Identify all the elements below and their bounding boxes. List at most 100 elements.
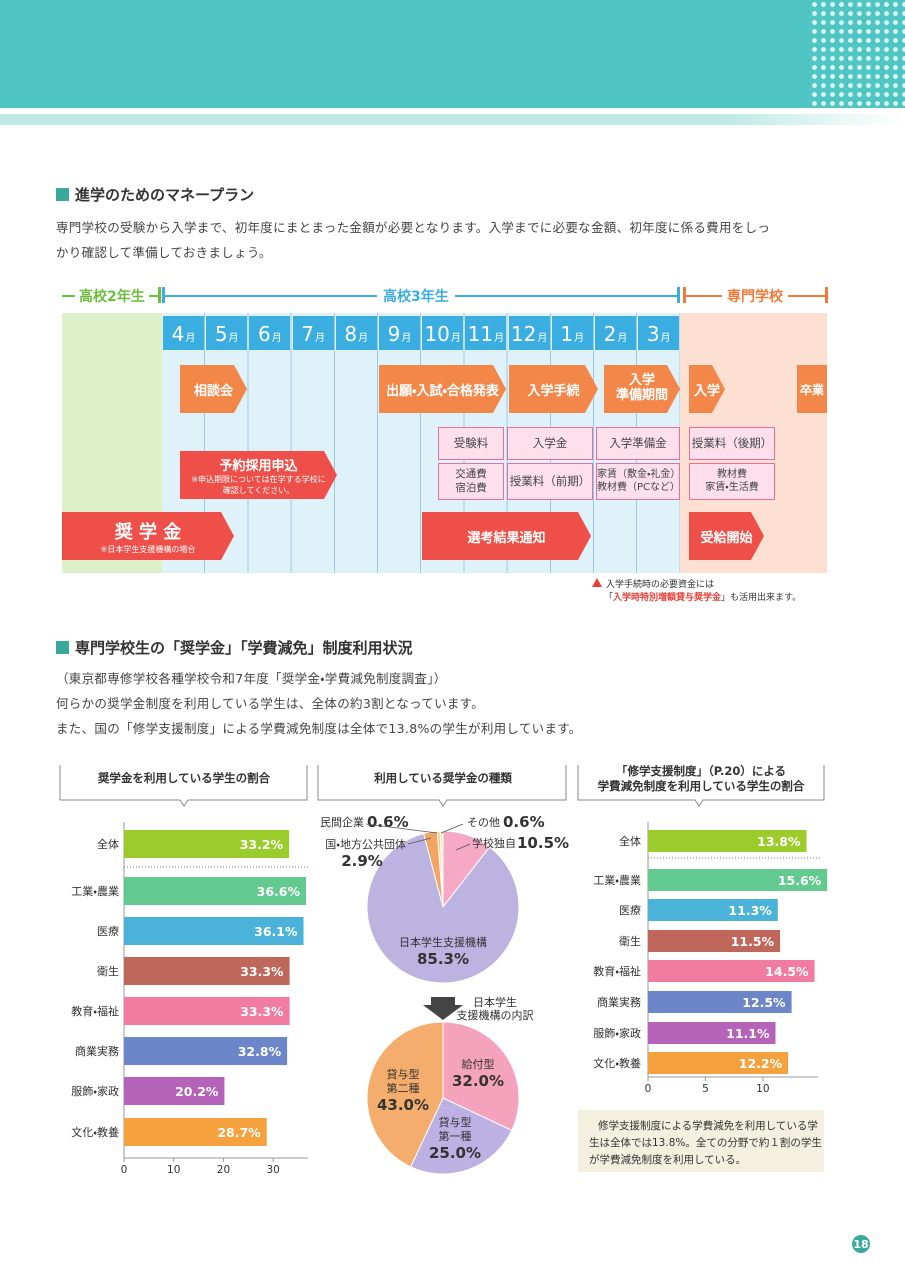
cost-box: 教材費 家賃・生活費 <box>689 463 775 500</box>
category-label: 全体 <box>619 834 641 848</box>
category-label: 工業・農業 <box>71 884 119 898</box>
cost-label: 教材費 <box>717 469 747 480</box>
value-label: 36.1% <box>254 924 298 939</box>
pie-slice <box>409 1097 513 1175</box>
cost-label: 家賃・生活費 <box>705 481 759 493</box>
slice-value: 0.6% <box>503 813 545 831</box>
month-cell: 2月 <box>595 316 636 350</box>
event-label: 受給開始 <box>700 530 753 546</box>
slice-label: その他 <box>467 816 500 829</box>
month-cell: 4月 <box>163 316 204 350</box>
category-label: 商業実務 <box>75 1044 119 1058</box>
leader-line <box>365 823 438 834</box>
month-cell: 3月 <box>638 316 680 350</box>
cost-box: 入学準備金 <box>596 427 680 460</box>
phase-tick <box>158 287 161 303</box>
month-cell: 8月 <box>335 316 377 350</box>
phase-label: 高校3年生 <box>377 286 455 306</box>
event: 入学 準備期間 <box>604 365 680 413</box>
slice-value: 32.0% <box>452 1072 504 1090</box>
month-cell: 1月 <box>551 316 593 350</box>
bar <box>648 960 815 982</box>
month-number: 4 <box>171 322 185 346</box>
month-number: 6 <box>258 322 271 346</box>
month-unit: 月 <box>314 333 325 344</box>
month-number: 1 <box>560 322 574 346</box>
value-label: 15.6% <box>778 873 822 888</box>
phase-tick <box>683 287 686 303</box>
bar <box>648 991 792 1013</box>
month-unit: 月 <box>401 333 412 344</box>
slice-label: 日本学生支援機構 <box>399 935 487 949</box>
value-label: 12.2% <box>739 1056 783 1071</box>
slice-value: 0.6% <box>367 813 409 831</box>
event-note: ※日本学生支援機構の場合 <box>100 544 196 554</box>
cost-label: 授業料（後期） <box>691 436 773 451</box>
note-text: 修学支援制度による学費減免を利用している学 <box>598 1119 818 1132</box>
caption: 支援機構の内訳 <box>457 1008 534 1022</box>
month-unit: 月 <box>185 333 196 344</box>
value-label: 14.5% <box>765 964 809 979</box>
note-text: 入学手続時の必要資金には <box>606 580 715 590</box>
event-label: 相談会 <box>193 383 233 399</box>
bar <box>124 957 290 985</box>
month-number: 9 <box>387 322 401 346</box>
event-label: 出願・入試・合格発表 <box>386 383 499 399</box>
cost-box: 受験料 <box>438 427 504 460</box>
cost-box: 授業料（後期） <box>689 427 775 460</box>
cost-label: 入学準備金 <box>609 436 667 451</box>
month-number: 8 <box>344 322 358 346</box>
month-unit: 月 <box>574 333 585 344</box>
note-text: 生は全体では13.8%。全ての分野で約１割の学生 <box>589 1136 822 1149</box>
header-stripe <box>0 114 905 125</box>
slice-value: 43.0% <box>377 1096 429 1114</box>
bar <box>124 1037 288 1065</box>
slice-label: 民間企業 <box>320 815 364 829</box>
bar <box>124 1077 225 1105</box>
grade3-area <box>162 313 680 573</box>
event: 相談会 <box>180 365 247 413</box>
value-label: 11.5% <box>731 934 775 949</box>
caption: 日本学生 <box>473 995 517 1009</box>
note-highlight: 入学時特別増額貸与奨学金 <box>613 593 722 603</box>
pie-slice <box>366 832 520 984</box>
slice-label: 国・地方公共団体 <box>325 837 406 851</box>
month-cell: 11月 <box>465 316 507 350</box>
value-label: 11.3% <box>728 903 772 918</box>
chart-title: 奨学金を利用している学生の割合 <box>97 771 271 785</box>
event: 選考結果通知 <box>422 512 591 560</box>
note-box <box>578 1110 824 1172</box>
month-cell: 5月 <box>206 316 248 350</box>
bar <box>648 1052 789 1074</box>
month-cell: 12月 <box>508 316 550 350</box>
category-label: 服飾・家政 <box>71 1084 119 1098</box>
category-label: 文化・教養 <box>593 1056 641 1070</box>
category-label: 文化・教養 <box>71 1125 119 1139</box>
x-tick-label: 10 <box>756 1083 769 1095</box>
section-title: 進学のためのマネープラン <box>56 184 254 205</box>
event-note: ※申込期限については在学する学校に <box>191 474 326 484</box>
body-text: 専門学校の受験から入学まで、初年度にまとまった金額が必要となります。入学までに必… <box>56 220 771 235</box>
body-text: （東京都専修学校各種学校令和7年度「奨学金・学費減免制度調査」） <box>56 671 447 686</box>
value-label: 33.3% <box>240 964 284 979</box>
pie-slice <box>442 1021 520 1132</box>
month-number: 7 <box>301 322 314 346</box>
cost-box: 家賃（敷金・礼金） 教材費（PCなど） <box>596 463 680 500</box>
event-label: 入学手続 <box>527 383 580 399</box>
cost-label: 受験料 <box>453 436 489 451</box>
event-label: 選考結果通知 <box>467 530 546 546</box>
month-unit: 月 <box>358 333 369 344</box>
value-label: 11.1% <box>726 1026 770 1041</box>
category-label: 衛生 <box>619 934 641 948</box>
leader-line <box>440 823 464 834</box>
month-number: 5 <box>214 322 228 346</box>
slice-label: 貸与型 <box>387 1067 420 1081</box>
cost-label: 交通費 <box>455 468 487 481</box>
event-label: 予約採用申込 <box>219 458 298 474</box>
slice-value: 10.5% <box>517 834 569 852</box>
value-label: 12.5% <box>742 995 786 1010</box>
phase-label: 専門学校 <box>722 286 788 306</box>
title-bracket <box>577 765 825 807</box>
event: 予約採用申込 ※申込期限については在学する学校に 確認してください。 <box>180 451 337 499</box>
phase-tick <box>825 287 828 303</box>
